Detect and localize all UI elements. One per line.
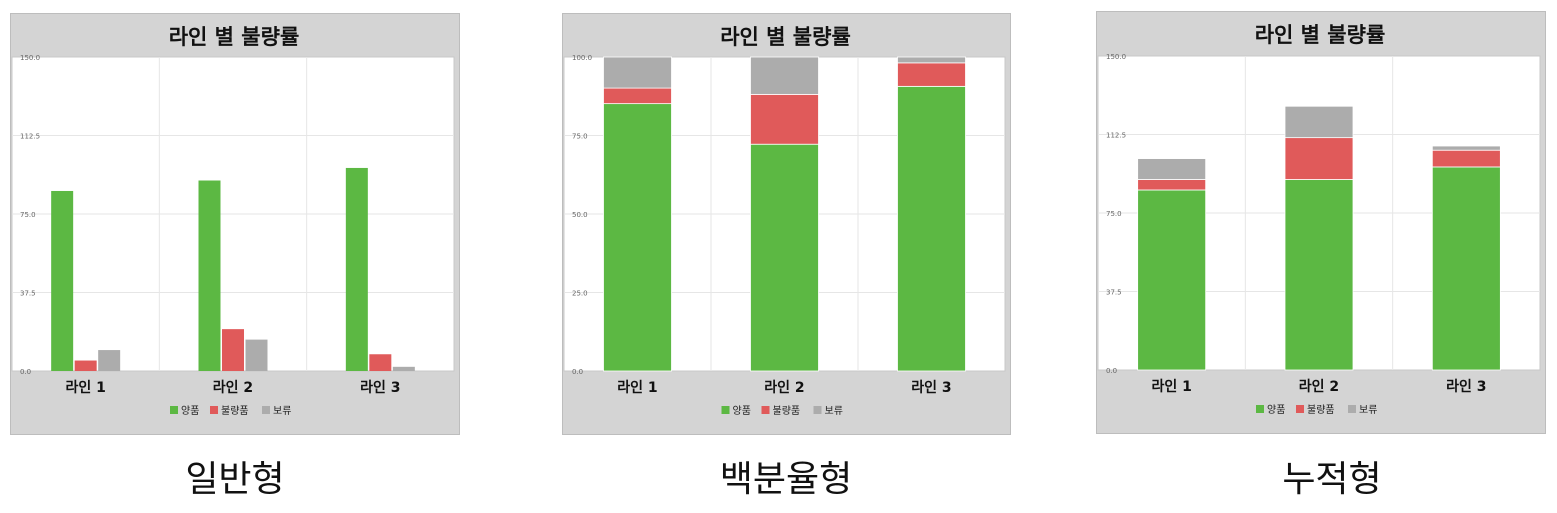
bar-보류-라인 3 xyxy=(392,366,415,371)
y-tick-label: 37.5 xyxy=(20,290,36,298)
y-tick-label: 112.5 xyxy=(20,133,40,141)
y-tick-label: 112.5 xyxy=(1106,132,1126,140)
bar-양품-라인 2 xyxy=(750,143,819,372)
chart-panel-grouped: 라인 별 불량률 0.0 37.5 75.0 112.5 150.0 라인 1 라인 2 라인 … xyxy=(10,13,460,435)
legend-label: 양품 xyxy=(1267,404,1285,416)
bar-양품-라인 3 xyxy=(897,85,966,372)
legend-swatch xyxy=(1348,405,1356,413)
legend-swatch xyxy=(761,406,770,414)
y-tick-label: 75.0 xyxy=(1106,210,1122,218)
bar-양품-라인 2 xyxy=(198,180,221,371)
x-category-label: 라인 2 xyxy=(764,379,804,396)
bar-보류-라인 3 xyxy=(1431,145,1501,151)
legend-item: 보류 xyxy=(262,405,291,417)
legend-swatch xyxy=(813,406,822,414)
bar-양품-라인 3 xyxy=(1431,166,1501,371)
bar-불량품-라인 1 xyxy=(74,360,97,371)
bar-양품-라인 1 xyxy=(1137,189,1207,371)
bar-불량품-라인 1 xyxy=(603,87,672,105)
y-tick-label: 0.0 xyxy=(572,368,583,376)
legend-label: 불량품 xyxy=(773,405,801,417)
caption-stacked: 누적형 xyxy=(1282,459,1382,500)
bar-양품-라인 2 xyxy=(1284,179,1354,371)
y-tick-label: 75.0 xyxy=(20,211,36,219)
x-category-label: 라인 3 xyxy=(911,379,951,396)
legend-label: 양품 xyxy=(733,405,751,417)
y-tick-label: 0.0 xyxy=(20,368,31,376)
bar-양품-라인 3 xyxy=(345,167,368,371)
x-category-label: 라인 1 xyxy=(1151,378,1191,395)
legend-swatch xyxy=(721,406,730,414)
y-tick-label: 37.5 xyxy=(1106,289,1122,297)
chart-panel-stacked: 라인 별 불량률 0.0 37.5 75.0 112.5 150.0 라인 1 라인 2 라인 … xyxy=(1096,11,1546,434)
legend-swatch xyxy=(1256,405,1264,413)
stacked-bar-chart: 라인 별 불량률 0.0 37.5 75.0 112.5 150.0 라인 1 라인 2 라인 … xyxy=(1097,23,1541,416)
legend-item: 보류 xyxy=(1348,404,1377,416)
bar-보류-라인 1 xyxy=(603,56,672,89)
y-tick-label: 150.0 xyxy=(1106,53,1126,61)
x-category-label: 라인 3 xyxy=(1446,378,1486,395)
x-category-label: 라인 2 xyxy=(213,379,253,396)
x-category-label: 라인 2 xyxy=(1299,378,1339,395)
caption-grouped: 일반형 xyxy=(185,459,285,500)
chart-title: 라인 별 불량률 xyxy=(1255,23,1386,47)
legend-label: 보류 xyxy=(273,405,291,417)
legend-swatch xyxy=(210,406,218,414)
bar-양품-라인 1 xyxy=(51,190,74,371)
y-tick-label: 50.0 xyxy=(572,211,588,219)
legend-swatch xyxy=(262,406,270,414)
bar-보류-라인 1 xyxy=(1137,158,1207,180)
legend-label: 불량품 xyxy=(1307,404,1335,416)
grouped-bar-chart: 라인 별 불량률 0.0 37.5 75.0 112.5 150.0 라인 1 라인 2 라인 … xyxy=(11,25,455,417)
percent-stacked-bar-chart: 라인 별 불량률 0.0 25.0 50.0 75.0 100.0 라인 1 라인 2 라인 3… xyxy=(563,25,1006,417)
bar-양품-라인 1 xyxy=(603,103,672,372)
x-category-label: 라인 1 xyxy=(617,379,657,396)
bar-불량품-라인 2 xyxy=(1284,137,1354,180)
caption-percent: 백분율형 xyxy=(719,459,853,500)
y-tick-label: 25.0 xyxy=(572,290,588,298)
legend-item: 양품 xyxy=(1256,404,1285,416)
legend-label: 양품 xyxy=(181,405,199,417)
legend-item: 불량품 xyxy=(210,405,249,417)
legend-item: 불량품 xyxy=(1296,404,1335,416)
legend-label: 보류 xyxy=(1359,404,1377,416)
legend-label: 보류 xyxy=(825,405,843,417)
bar-보류-라인 2 xyxy=(750,56,819,95)
legend-label: 불량품 xyxy=(221,405,249,417)
bar-보류-라인 2 xyxy=(1284,105,1354,139)
y-tick-label: 100.0 xyxy=(572,54,592,62)
bar-불량품-라인 1 xyxy=(1137,179,1207,191)
legend-item: 불량품 xyxy=(761,405,801,417)
legend-item: 양품 xyxy=(721,405,751,417)
chart-title: 라인 별 불량률 xyxy=(169,25,300,49)
chart-title: 라인 별 불량률 xyxy=(720,25,851,49)
y-tick-label: 75.0 xyxy=(572,133,588,141)
bar-보류-라인 3 xyxy=(897,56,966,64)
bar-불량품-라인 2 xyxy=(222,329,244,371)
bar-불량품-라인 3 xyxy=(897,62,966,87)
y-tick-label: 0.0 xyxy=(1106,367,1117,375)
x-category-label: 라인 1 xyxy=(65,379,105,396)
bar-불량품-라인 3 xyxy=(369,354,392,371)
y-tick-label: 150.0 xyxy=(20,54,40,62)
bar-불량품-라인 2 xyxy=(750,93,819,145)
bar-불량품-라인 3 xyxy=(1431,149,1501,168)
x-category-label: 라인 3 xyxy=(360,379,400,396)
legend-swatch xyxy=(1296,405,1304,413)
bar-보류-라인 1 xyxy=(98,350,121,371)
chart-panel-percent: 라인 별 불량률 0.0 25.0 50.0 75.0 100.0 라인 1 라인 2 라인 3… xyxy=(562,13,1011,435)
legend-swatch xyxy=(170,406,178,414)
legend-item: 보류 xyxy=(813,405,843,417)
legend-item: 양품 xyxy=(170,405,199,417)
bar-보류-라인 2 xyxy=(245,339,268,371)
